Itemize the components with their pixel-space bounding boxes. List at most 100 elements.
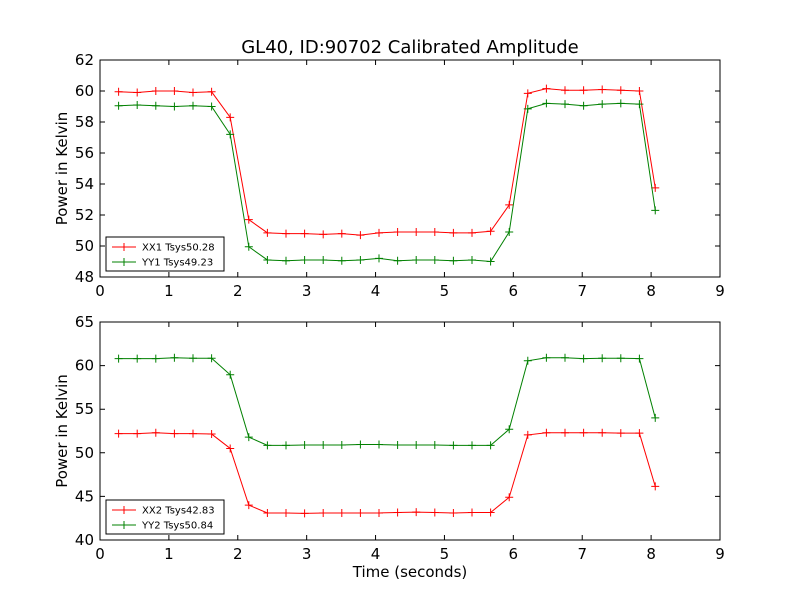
legend-1: XX2 Tsys42.83 YY2 Tsys50.84 xyxy=(105,499,225,535)
data-point-0-0-25 xyxy=(579,86,588,95)
data-point-1-1-6 xyxy=(226,370,235,379)
data-point-0-1-6 xyxy=(226,130,235,139)
x-tick-label-0-7: 7 xyxy=(577,282,587,300)
x-tick-label-1-9: 9 xyxy=(715,545,725,563)
x-tick-label-0-9: 9 xyxy=(715,282,725,300)
data-point-1-1-7 xyxy=(244,433,253,442)
y-tick-label-1-2: 50 xyxy=(75,444,94,462)
y-tick-label-1-4: 60 xyxy=(75,357,94,375)
data-point-0-0-20 xyxy=(486,227,495,236)
data-point-1-0-11 xyxy=(319,508,328,517)
data-point-0-0-11 xyxy=(319,230,328,239)
x-tick-label-0-2: 2 xyxy=(233,282,243,300)
data-point-1-0-25 xyxy=(579,428,588,437)
y-tick-label-0-4: 56 xyxy=(75,144,94,162)
data-point-0-0-0 xyxy=(114,87,123,96)
data-point-0-1-2 xyxy=(151,101,160,110)
x-tick-label-0-3: 3 xyxy=(302,282,312,300)
data-point-1-0-13 xyxy=(356,508,365,517)
x-tick-label-1-3: 3 xyxy=(302,545,312,563)
x-tick-label-1-7: 7 xyxy=(577,545,587,563)
data-point-0-1-21 xyxy=(505,228,514,237)
data-point-0-1-17 xyxy=(430,255,439,264)
x-tick-label-1-2: 2 xyxy=(233,545,243,563)
y-axis-label-1: Power in Kelvin xyxy=(53,374,71,488)
data-point-0-0-17 xyxy=(430,228,439,237)
data-point-1-1-1 xyxy=(133,354,142,363)
figure-title: GL40, ID:90702 Calibrated Amplitude xyxy=(241,37,579,58)
data-point-0-1-9 xyxy=(282,256,290,265)
data-point-0-1-0 xyxy=(114,101,123,110)
data-point-1-1-25 xyxy=(579,354,588,363)
data-point-0-1-3 xyxy=(170,102,179,111)
data-point-1-1-28 xyxy=(635,354,644,363)
data-point-0-0-21 xyxy=(505,200,514,209)
data-point-1-1-8 xyxy=(263,441,272,450)
data-point-1-0-17 xyxy=(430,508,439,517)
data-point-0-1-4 xyxy=(189,101,197,110)
data-point-0-0-6 xyxy=(226,113,235,122)
data-point-0-1-28 xyxy=(635,100,644,109)
data-point-1-1-24 xyxy=(561,353,569,362)
data-point-1-0-21 xyxy=(505,493,514,502)
data-point-0-0-7 xyxy=(244,215,253,224)
data-point-0-0-22 xyxy=(523,89,532,98)
axes-frame-1 xyxy=(99,321,721,541)
y-tick-label-0-1: 50 xyxy=(75,237,94,255)
legend-label-1-0: XX2 Tsys42.83 xyxy=(142,506,215,517)
data-point-0-0-3 xyxy=(170,87,179,95)
data-point-0-1-1 xyxy=(133,100,142,109)
data-point-1-1-11 xyxy=(319,440,328,449)
data-point-1-1-17 xyxy=(430,440,439,449)
data-point-0-0-26 xyxy=(598,85,607,94)
data-point-1-1-16 xyxy=(412,440,421,449)
data-point-0-1-22 xyxy=(523,104,532,113)
data-point-1-0-9 xyxy=(282,508,290,517)
data-point-0-1-11 xyxy=(319,255,328,264)
data-point-1-0-15 xyxy=(393,508,402,517)
legend-label-1-1: YY2 Tsys50.84 xyxy=(141,521,213,532)
data-point-1-1-10 xyxy=(300,440,309,449)
data-point-0-0-4 xyxy=(189,88,197,97)
data-point-1-1-3 xyxy=(170,353,179,362)
data-point-0-1-29 xyxy=(651,206,660,215)
axes-frame-0 xyxy=(99,59,721,278)
data-point-1-0-24 xyxy=(561,428,569,437)
data-point-1-0-16 xyxy=(412,508,421,517)
data-point-0-0-19 xyxy=(468,228,476,237)
data-point-0-1-25 xyxy=(579,101,588,110)
data-point-0-0-5 xyxy=(207,87,216,96)
data-point-1-1-19 xyxy=(468,441,476,450)
data-point-1-0-1 xyxy=(133,429,142,438)
data-point-1-1-26 xyxy=(598,354,607,363)
data-point-1-1-9 xyxy=(282,441,290,450)
data-point-1-1-14 xyxy=(375,440,383,449)
data-point-1-0-0 xyxy=(114,429,123,438)
data-point-0-0-18 xyxy=(449,228,458,237)
data-point-1-0-7 xyxy=(244,501,253,510)
data-point-1-1-29 xyxy=(651,413,660,422)
data-point-0-1-18 xyxy=(449,256,458,265)
data-point-0-1-23 xyxy=(542,99,551,108)
data-point-0-1-7 xyxy=(244,242,253,251)
data-point-1-0-8 xyxy=(263,508,272,517)
data-point-1-0-5 xyxy=(207,430,216,439)
data-point-1-1-21 xyxy=(505,425,514,434)
data-point-1-0-23 xyxy=(542,428,551,437)
x-tick-label-0-1: 1 xyxy=(164,282,174,300)
x-tick-label-1-8: 8 xyxy=(646,545,656,563)
data-point-1-0-20 xyxy=(486,508,495,517)
x-tick-label-0-4: 4 xyxy=(371,282,381,300)
data-point-0-0-13 xyxy=(356,231,365,240)
x-tick-label-1-6: 6 xyxy=(509,545,519,563)
data-point-1-1-20 xyxy=(486,441,495,450)
data-point-1-0-19 xyxy=(468,508,476,517)
data-point-0-1-27 xyxy=(616,99,625,108)
data-point-1-1-2 xyxy=(151,354,160,363)
data-point-0-1-14 xyxy=(375,254,383,263)
data-point-1-0-4 xyxy=(189,429,197,438)
